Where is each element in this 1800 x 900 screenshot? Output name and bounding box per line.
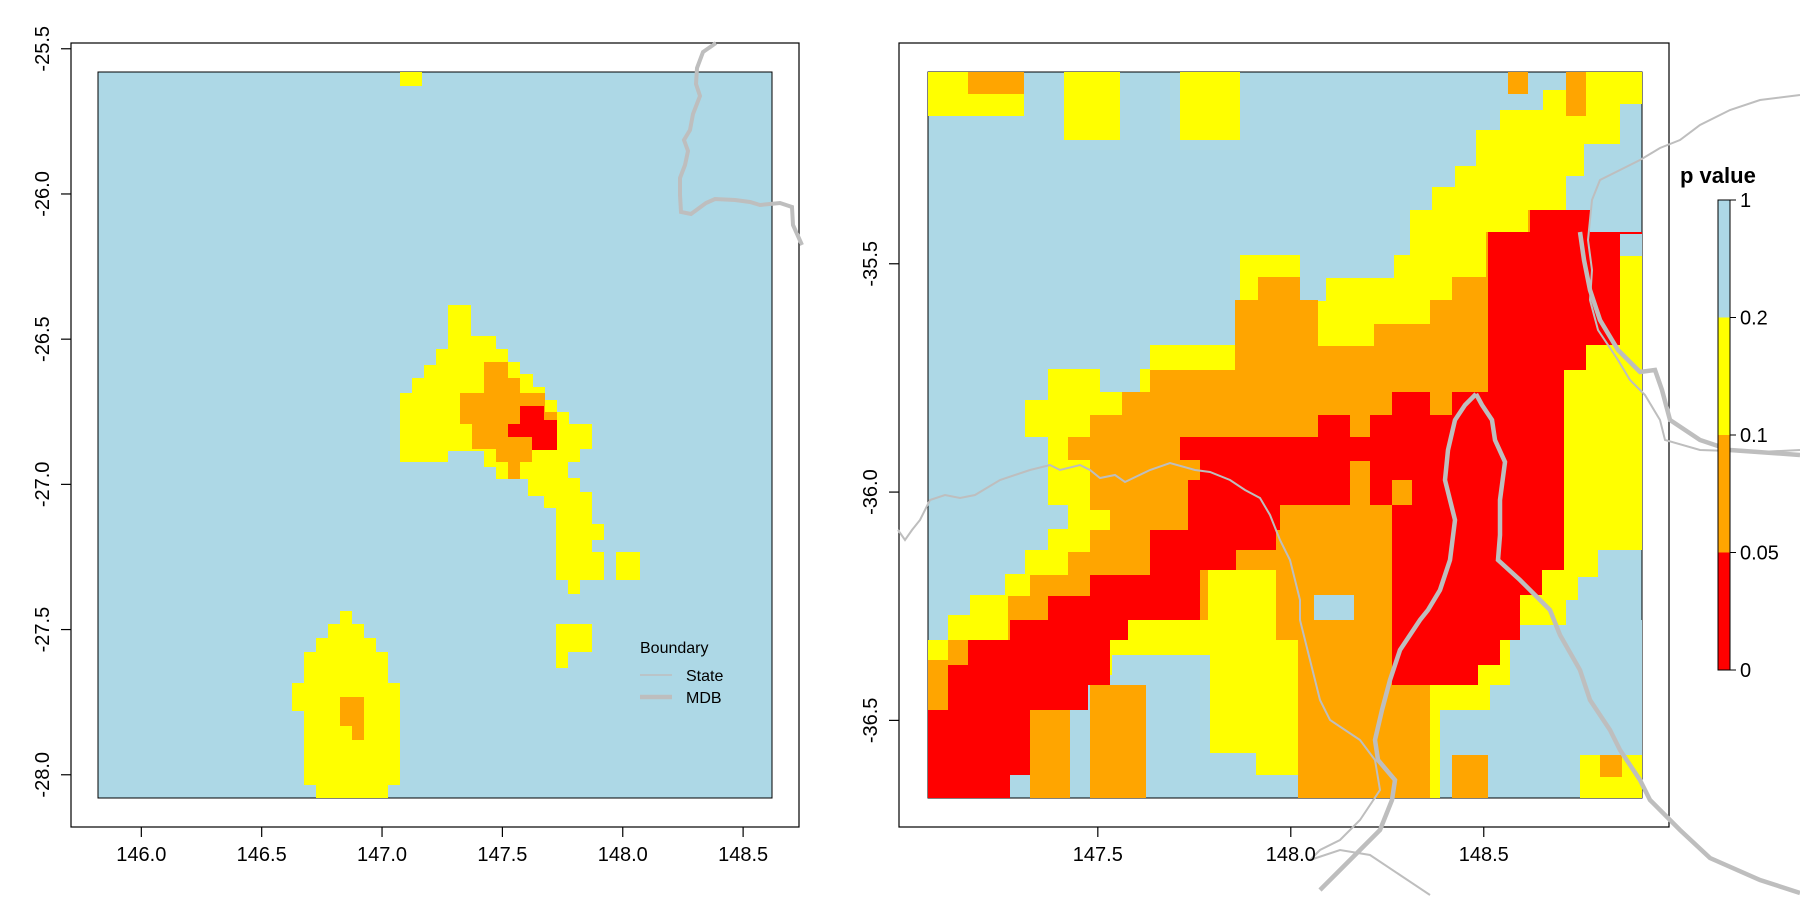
- colorbar-tick-label: 0.2: [1740, 308, 1768, 330]
- right-blue-pockets: [1314, 234, 1642, 755]
- right-red-cell: [1350, 437, 1370, 461]
- left-y-tick-label: -27.0: [32, 462, 54, 508]
- left-region-orange-lower: [340, 697, 364, 740]
- left-region-red-upper: [508, 406, 557, 450]
- right-mdb-boundary: [1474, 392, 1800, 896]
- colorbar-segment: [1718, 435, 1730, 553]
- right-x-tick-label: 147.5: [1073, 844, 1123, 866]
- left-state-boundary: [678, 41, 804, 246]
- right-map-panel: 147.5 148.0 148.5 -36.5 -36.0 -35.5: [860, 42, 1800, 896]
- left-y-tick-label: -28.0: [32, 752, 54, 798]
- right-x-axis: 147.5 148.0 148.5: [1073, 827, 1509, 866]
- right-mdb-boundary: [1318, 392, 1478, 892]
- colorbar-body: 0 0.05 0.1 0.2 1: [1717, 190, 1779, 682]
- left-map-panel: 146.0 146.5 147.0 147.5 148.0 148.5 -28.0 -27.…: [32, 26, 804, 866]
- right-orange-cell: [1452, 755, 1488, 798]
- right-orange-cell: [968, 72, 1024, 94]
- right-orange-cell: [1430, 300, 1452, 322]
- right-y-axis: -36.5 -36.0 -35.5: [860, 241, 899, 743]
- left-x-tick-label: 148.5: [718, 844, 768, 866]
- right-blue-cell: [1314, 595, 1354, 620]
- left-x-tick-label: 146.0: [116, 844, 166, 866]
- right-region-red: [928, 210, 1642, 798]
- right-yellow-cell: [1180, 72, 1240, 140]
- left-y-tick-label: -25.5: [32, 26, 54, 72]
- right-y-tick-label: -36.0: [860, 469, 882, 515]
- left-y-tick-label: -26.0: [32, 171, 54, 217]
- legend-mdb-label: MDB: [686, 690, 722, 707]
- left-y-tick-label: -27.5: [32, 607, 54, 653]
- right-x-tick-label: 148.0: [1266, 844, 1316, 866]
- left-cell-yellow: [616, 552, 640, 580]
- colorbar-tick-label: 1: [1740, 190, 1751, 212]
- left-y-axis: -28.0 -27.5 -27.0 -26.5 -26.0 -25.5: [32, 26, 71, 798]
- right-orange-cell: [1600, 755, 1622, 777]
- left-x-axis: 146.0 146.5 147.0 147.5 148.0 148.5: [116, 827, 768, 866]
- colorbar-tick-label: 0.1: [1740, 425, 1768, 447]
- colorbar-segment: [1718, 317, 1730, 435]
- right-blue-cell: [1566, 620, 1642, 755]
- right-y-tick-label: -36.5: [860, 698, 882, 744]
- colorbar-tick-label: 0: [1740, 660, 1751, 682]
- left-x-tick-label: 147.5: [477, 844, 527, 866]
- left-cell-yellow: [400, 72, 422, 86]
- left-y-tick-label: -26.5: [32, 316, 54, 362]
- colorbar-segment: [1718, 200, 1730, 318]
- colorbar-title: p value: [1680, 163, 1756, 188]
- right-x-tick-label: 148.5: [1459, 844, 1509, 866]
- colorbar-tick-label: 0.05: [1740, 543, 1779, 565]
- right-state-boundary: [1586, 94, 1800, 454]
- left-cell-yellow: [556, 624, 592, 652]
- right-orange-cell: [1392, 480, 1412, 505]
- boundary-legend: Boundary State MDB: [640, 640, 723, 707]
- legend-state-label: State: [686, 668, 723, 685]
- right-orange-cell: [1030, 710, 1070, 798]
- legend-title: Boundary: [640, 640, 709, 657]
- right-mdb-boundary: [1577, 231, 1800, 458]
- right-orange-cell: [1566, 72, 1586, 116]
- left-cell-yellow: [556, 652, 568, 668]
- colorbar-segment: [1718, 552, 1730, 670]
- p-value-colorbar: p value 0 0.05 0.1 0.2 1: [1680, 163, 1779, 682]
- right-orange-cell: [1110, 755, 1130, 798]
- left-x-tick-label: 148.0: [598, 844, 648, 866]
- right-blue-cell: [1620, 234, 1642, 256]
- right-red-cell: [1370, 480, 1392, 505]
- right-orange-pockets: [1030, 480, 1412, 798]
- left-x-tick-label: 146.5: [237, 844, 287, 866]
- right-red-main: [928, 210, 1642, 798]
- right-y-tick-label: -35.5: [860, 241, 882, 287]
- right-yellow-cell: [1064, 72, 1120, 140]
- right-state-boundary: [897, 461, 1431, 896]
- right-orange-cell: [1508, 72, 1528, 94]
- left-x-tick-label: 147.0: [357, 844, 407, 866]
